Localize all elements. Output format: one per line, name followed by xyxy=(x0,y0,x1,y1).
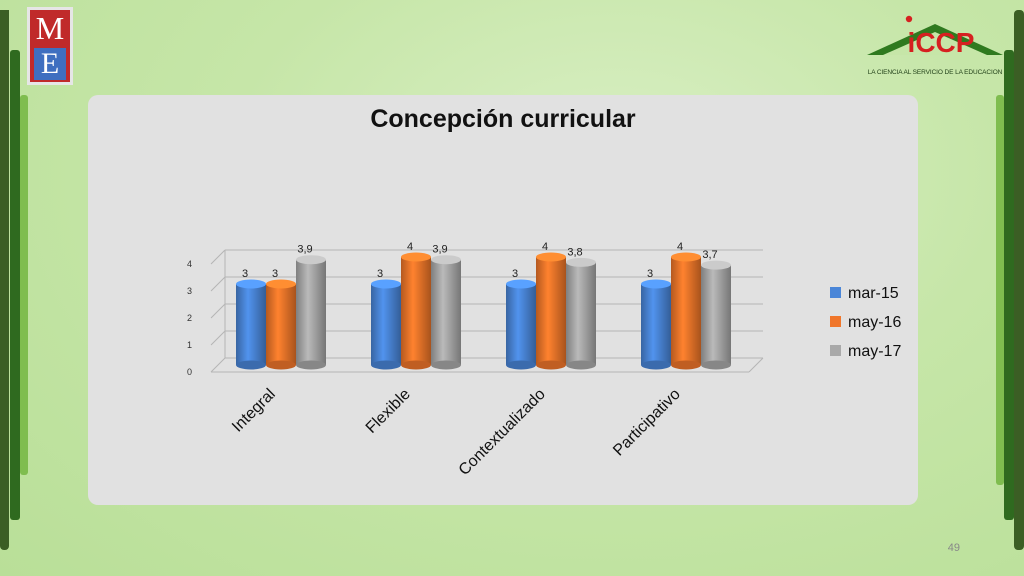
left-decorative-stripes xyxy=(0,0,28,576)
category-label: Flexible xyxy=(363,386,414,437)
right-decorative-stripes xyxy=(994,0,1024,576)
stripe xyxy=(1004,50,1014,520)
data-label: 3 xyxy=(377,268,383,280)
data-label: 3 xyxy=(647,268,653,280)
logo-letter-e: E xyxy=(34,48,66,80)
bar-top xyxy=(266,279,296,289)
bar-base xyxy=(641,360,671,370)
bar-base xyxy=(506,360,536,370)
bar-may-17 xyxy=(431,259,461,365)
data-label: 3,7 xyxy=(702,249,717,261)
chart-panel: Concepción curricular 0 1 2 3 4 3 3 3,9 Integral… xyxy=(88,95,918,505)
data-label: 3,9 xyxy=(297,244,312,256)
stripe xyxy=(0,10,9,550)
legend-swatch xyxy=(830,345,841,356)
bar-mar-15 xyxy=(371,284,401,365)
logo-roof-inner xyxy=(883,32,987,55)
data-label: 3,8 xyxy=(567,246,582,258)
y-tick-label: 0 xyxy=(187,367,192,377)
data-label: 4 xyxy=(677,241,683,253)
iccp-logo-graphic: iCCP xyxy=(867,15,1003,58)
category-label: Contextualizado xyxy=(456,386,549,479)
logo-dot xyxy=(905,15,913,23)
gridline-side xyxy=(210,330,226,346)
bar-base xyxy=(266,360,296,370)
bar-base xyxy=(371,360,401,370)
bar-top xyxy=(236,279,266,289)
data-label: 4 xyxy=(542,241,548,253)
page-number: 49 xyxy=(947,542,960,554)
logo-tagline: LA CIENCIA AL SERVICIO DE LA EDUCACION xyxy=(867,69,1003,76)
bar-may-17 xyxy=(701,265,731,365)
bar-top xyxy=(641,279,671,289)
data-label: 3 xyxy=(512,268,518,280)
iccp-logo: iCCP LA CIENCIA AL SERVICIO DE LA EDUCAC… xyxy=(865,10,1005,80)
bar-top xyxy=(701,260,731,270)
y-tick-label: 4 xyxy=(187,259,192,269)
bar-top xyxy=(296,255,326,265)
chart-title: Concepción curricular xyxy=(370,105,636,133)
category-label: Integral xyxy=(229,386,279,436)
bar-top xyxy=(506,279,536,289)
bar-mar-15 xyxy=(641,284,671,365)
bar-top xyxy=(401,252,431,262)
bar-chart: 0 1 2 3 4 3 3 3,9 Integral 3 4 3,9 Flexible 3 4 3,8 Cont… xyxy=(187,241,901,479)
bar-base xyxy=(566,360,596,370)
gridline-side xyxy=(210,303,226,319)
y-tick-label: 3 xyxy=(187,286,192,296)
y-tick-label: 1 xyxy=(187,340,192,350)
bar-base xyxy=(671,360,701,370)
gridline-side xyxy=(210,357,226,373)
legend-label: mar-15 xyxy=(848,285,899,302)
bar-top xyxy=(431,255,461,265)
me-logo: M E xyxy=(27,7,73,85)
bar-top xyxy=(671,252,701,262)
gridline-side xyxy=(210,276,226,292)
stripe xyxy=(20,95,28,475)
bar-base xyxy=(431,360,461,370)
bar-top xyxy=(536,252,566,262)
stripe xyxy=(996,95,1004,485)
data-label: 3,9 xyxy=(432,244,447,256)
legend-label: may-17 xyxy=(848,343,901,360)
bars-layer xyxy=(236,252,731,370)
logo-letter-m: M xyxy=(35,10,65,46)
legend: mar-15 may-16 may-17 xyxy=(830,285,901,360)
bar-mar-15 xyxy=(236,284,266,365)
bar-may-17 xyxy=(296,259,326,365)
stripe xyxy=(10,50,20,520)
floor-right-edge xyxy=(748,357,764,373)
stripe xyxy=(1014,10,1024,550)
bar-mar-15 xyxy=(506,284,536,365)
bar-base xyxy=(701,360,731,370)
bar-top xyxy=(371,279,401,289)
legend-swatch xyxy=(830,287,841,298)
legend-label: may-16 xyxy=(848,314,901,331)
gridline-side xyxy=(210,249,226,265)
bar-top xyxy=(566,257,596,267)
data-label: 3 xyxy=(242,268,248,280)
bar-base xyxy=(536,360,566,370)
bar-may-16 xyxy=(266,284,296,365)
data-label: 3 xyxy=(272,268,278,280)
data-label: 4 xyxy=(407,241,413,253)
legend-swatch xyxy=(830,316,841,327)
bar-may-17 xyxy=(566,262,596,365)
bar-base xyxy=(296,360,326,370)
bar-may-16 xyxy=(401,257,431,365)
bar-may-16 xyxy=(536,257,566,365)
logo-wordmark: iCCP xyxy=(908,27,975,58)
y-tick-label: 2 xyxy=(187,313,192,323)
bar-base xyxy=(236,360,266,370)
bar-base xyxy=(401,360,431,370)
category-label: Participativo xyxy=(610,386,684,460)
bar-may-16 xyxy=(671,257,701,365)
